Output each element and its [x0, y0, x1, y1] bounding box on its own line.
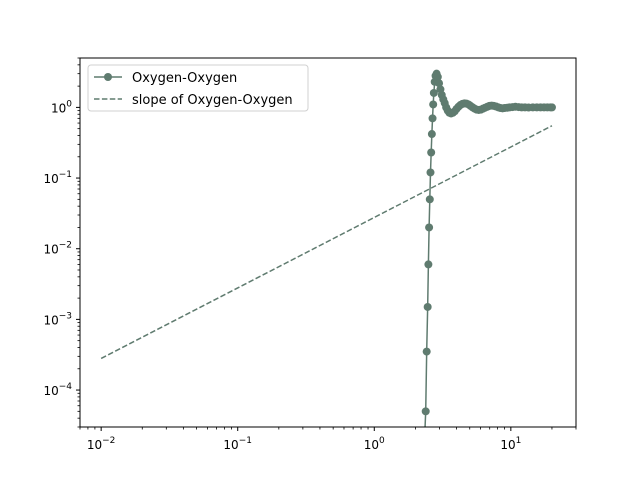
y-tick-label: 10−3 — [43, 311, 72, 327]
legend: Oxygen-Oxygen slope of Oxygen-Oxygen — [87, 64, 309, 112]
data-point — [433, 72, 442, 81]
y-tick-label-exponent: −3 — [59, 311, 72, 321]
x-tick-label-exponent: 0 — [379, 436, 385, 446]
x-tick-label-base: 10 — [364, 438, 379, 452]
x-tick-label: 101 — [500, 436, 521, 452]
data-point — [421, 407, 430, 416]
x-tick-label: 100 — [364, 436, 385, 452]
y-tick-label-base: 10 — [51, 101, 66, 115]
data-point — [425, 223, 434, 232]
y-tick-label: 10−2 — [43, 241, 72, 257]
legend-marker — [104, 73, 112, 81]
data-point — [428, 114, 437, 123]
plot-area — [100, 69, 556, 427]
data-point — [426, 168, 435, 177]
data-point — [435, 79, 444, 88]
data-point — [429, 88, 438, 97]
x-tick-label: 10−2 — [87, 436, 116, 452]
data-point — [423, 302, 432, 311]
axes-frame — [79, 57, 577, 428]
x-tick-label: 10−1 — [223, 436, 252, 452]
x-tick-label-exponent: 1 — [516, 436, 522, 446]
x-tick-label-exponent: −1 — [239, 436, 252, 446]
legend-label: Oxygen-Oxygen — [132, 71, 237, 86]
x-tick-label-base: 10 — [223, 438, 238, 452]
data-point — [429, 100, 438, 109]
x-tick-label-exponent: −2 — [102, 436, 115, 446]
y-tick-label: 10−1 — [43, 170, 72, 186]
y-tick-label-exponent: −1 — [59, 170, 72, 180]
data-point — [422, 347, 431, 356]
data-point — [547, 103, 556, 112]
y-tick-label: 10−4 — [43, 382, 72, 398]
y-tick-label-base: 10 — [43, 172, 58, 186]
y-tick-label: 100 — [51, 99, 72, 115]
legend-label: slope of Oxygen-Oxygen — [132, 93, 293, 108]
x-tick-label-base: 10 — [87, 438, 102, 452]
y-tick-label-base: 10 — [43, 313, 58, 327]
data-point — [427, 148, 436, 157]
x-tick-label-base: 10 — [500, 438, 515, 452]
series-line-slope — [100, 125, 553, 360]
y-tick-label-exponent: −2 — [59, 241, 72, 251]
data-point — [425, 195, 434, 204]
y-tick-label-exponent: 0 — [66, 99, 72, 109]
y-tick-label-base: 10 — [43, 243, 58, 257]
data-point — [427, 130, 436, 139]
y-tick-label-base: 10 — [43, 384, 58, 398]
data-point — [424, 260, 433, 269]
legend-box — [87, 64, 309, 112]
y-tick-label-exponent: −4 — [59, 382, 73, 392]
